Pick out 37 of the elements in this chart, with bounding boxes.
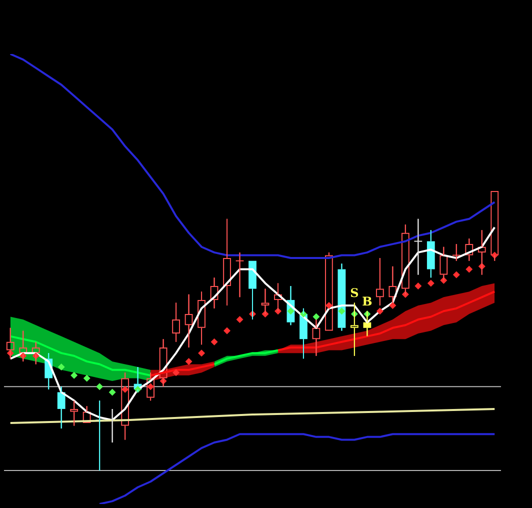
text: B	[362, 294, 372, 308]
point	[58, 364, 65, 371]
candlestick	[376, 258, 384, 306]
point	[122, 386, 129, 393]
candlestick	[465, 238, 474, 262]
point	[96, 383, 104, 390]
candlestick	[198, 291, 206, 346]
point	[325, 302, 332, 310]
candlestick	[210, 277, 218, 309]
text: S	[350, 286, 359, 300]
point	[83, 374, 90, 382]
point	[389, 302, 396, 310]
candlestick	[82, 406, 91, 423]
point	[210, 338, 218, 346]
candlestick	[338, 263, 346, 332]
point	[70, 372, 78, 379]
point	[185, 358, 192, 365]
point	[414, 282, 422, 290]
point	[376, 308, 384, 315]
candlestick	[70, 400, 78, 426]
candlestick	[172, 302, 180, 342]
point	[172, 369, 180, 376]
candlestick	[426, 230, 435, 278]
point	[224, 327, 231, 334]
point	[466, 266, 473, 273]
point	[338, 308, 346, 315]
candlestick	[57, 386, 66, 430]
candlestick	[325, 252, 333, 331]
point	[452, 271, 460, 278]
point	[427, 280, 434, 287]
point	[108, 388, 116, 396]
candlestick	[184, 294, 193, 348]
point	[312, 313, 320, 320]
candlestick	[146, 372, 154, 402]
point	[236, 316, 244, 324]
candlestick	[121, 372, 130, 440]
point	[198, 350, 206, 357]
